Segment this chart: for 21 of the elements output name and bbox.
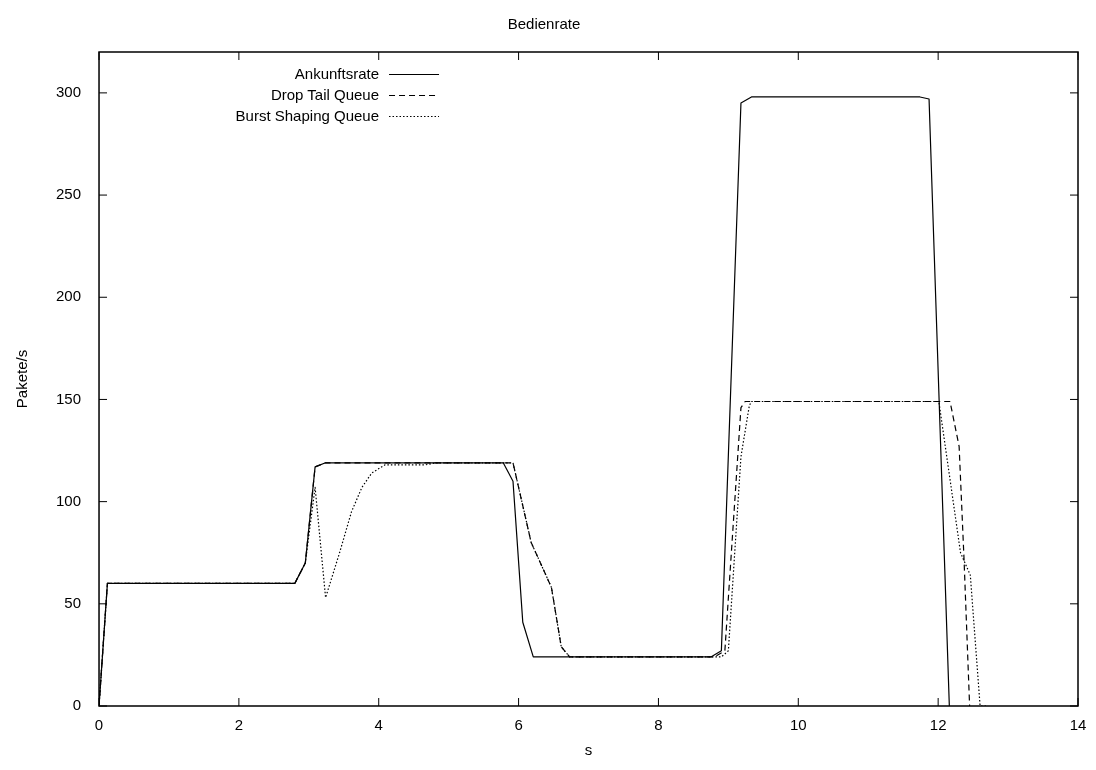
x-tick-label: 8 xyxy=(654,716,663,734)
x-tick-label: 2 xyxy=(234,716,244,734)
y-tick-label: 200 xyxy=(56,287,82,305)
legend-label: Burst Shaping Queue xyxy=(235,106,380,124)
chart-title: Bedienrate xyxy=(507,15,581,33)
y-tick-label: 100 xyxy=(56,491,82,509)
x-axis-title: s xyxy=(584,741,593,759)
x-tick-label: 10 xyxy=(789,716,807,734)
y-tick-label: 50 xyxy=(64,593,82,611)
legend-label: Drop Tail Queue xyxy=(270,85,380,103)
y-axis-title: Pakete/s xyxy=(13,349,31,409)
legend-label: Ankunftsrate xyxy=(294,64,380,82)
y-tick-label: 0 xyxy=(72,696,82,714)
x-tick-label: 14 xyxy=(1069,716,1087,734)
y-tick-label: 250 xyxy=(56,185,82,203)
x-tick-label: 0 xyxy=(94,716,104,734)
x-tick-label: 6 xyxy=(514,716,523,734)
x-tick-label: 12 xyxy=(929,716,947,734)
y-tick-label: 300 xyxy=(56,83,82,101)
y-tick-label: 150 xyxy=(56,389,82,407)
x-tick-label: 4 xyxy=(374,716,383,734)
